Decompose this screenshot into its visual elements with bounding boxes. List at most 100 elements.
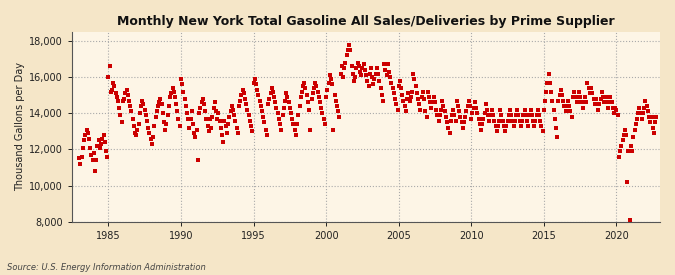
Point <box>562 104 572 108</box>
Point <box>464 104 475 108</box>
Point <box>256 109 267 114</box>
Point <box>605 95 616 99</box>
Point <box>99 140 110 144</box>
Point <box>218 140 229 144</box>
Point <box>476 127 487 132</box>
Point <box>171 102 182 106</box>
Point <box>578 100 589 104</box>
Point <box>315 100 325 104</box>
Point <box>215 125 226 130</box>
Point <box>437 98 448 103</box>
Point <box>389 91 400 96</box>
Point <box>533 108 543 112</box>
Point <box>335 71 346 76</box>
Point <box>90 169 101 173</box>
Point <box>288 122 299 126</box>
Point <box>340 60 351 65</box>
Point <box>213 111 224 116</box>
Point <box>206 125 217 130</box>
Point <box>577 106 588 110</box>
Point <box>296 89 307 94</box>
Point <box>247 129 258 134</box>
Point <box>493 124 504 128</box>
Point <box>163 104 174 108</box>
Point <box>470 100 481 104</box>
Point <box>418 97 429 101</box>
Point <box>623 149 634 153</box>
Point <box>284 100 294 104</box>
Point <box>441 120 452 125</box>
Point <box>633 111 644 116</box>
Point <box>644 115 655 119</box>
Point <box>651 115 661 119</box>
Point <box>455 115 466 119</box>
Point <box>235 98 246 103</box>
Point <box>333 109 344 114</box>
Point <box>127 117 138 121</box>
Point <box>201 117 212 121</box>
Point <box>473 117 484 121</box>
Point <box>499 124 510 128</box>
Point <box>635 111 646 116</box>
Point <box>188 122 198 126</box>
Point <box>236 93 247 97</box>
Point <box>207 115 218 119</box>
Point <box>300 86 311 90</box>
Point <box>542 80 553 85</box>
Point <box>138 102 149 106</box>
Point <box>418 89 429 94</box>
Point <box>429 95 439 99</box>
Point <box>289 127 300 132</box>
Point <box>161 122 172 126</box>
Point <box>649 131 659 135</box>
Point <box>522 124 533 128</box>
Point <box>643 109 653 114</box>
Point <box>217 133 227 137</box>
Point <box>313 95 324 99</box>
Point <box>622 180 632 184</box>
Point <box>200 109 211 114</box>
Point <box>640 98 651 103</box>
Point <box>452 104 463 108</box>
Point <box>144 131 155 135</box>
Point <box>325 77 336 81</box>
Point <box>425 100 435 104</box>
Point <box>87 158 98 163</box>
Point <box>574 89 585 94</box>
Point <box>604 100 615 104</box>
Point <box>169 95 180 99</box>
Point <box>264 97 275 101</box>
Point <box>626 149 637 153</box>
Point <box>108 80 119 85</box>
Point <box>400 104 410 108</box>
Point <box>595 97 606 101</box>
Point <box>153 104 163 108</box>
Point <box>570 95 580 99</box>
Point <box>639 106 650 110</box>
Point <box>571 100 582 104</box>
Point <box>307 91 318 96</box>
Point <box>230 118 241 123</box>
Point <box>282 95 293 99</box>
Point <box>496 113 507 117</box>
Point <box>487 108 497 112</box>
Point <box>616 144 626 148</box>
Point <box>196 100 207 104</box>
Y-axis label: Thousand Gallons per Day: Thousand Gallons per Day <box>15 62 25 191</box>
Point <box>389 97 400 101</box>
Point <box>92 144 103 148</box>
Point <box>409 77 420 81</box>
Point <box>394 84 404 88</box>
Point <box>522 118 533 123</box>
Point <box>311 84 322 88</box>
Point <box>565 109 576 114</box>
Point <box>122 93 133 97</box>
Point <box>244 118 255 123</box>
Point <box>354 70 365 74</box>
Point <box>325 73 335 78</box>
Point <box>467 111 478 116</box>
Title: Monthly New York Total Gasoline All Sales/Deliveries by Prime Supplier: Monthly New York Total Gasoline All Sale… <box>117 15 615 28</box>
Point <box>541 89 551 94</box>
Point <box>273 117 284 121</box>
Point <box>250 82 261 87</box>
